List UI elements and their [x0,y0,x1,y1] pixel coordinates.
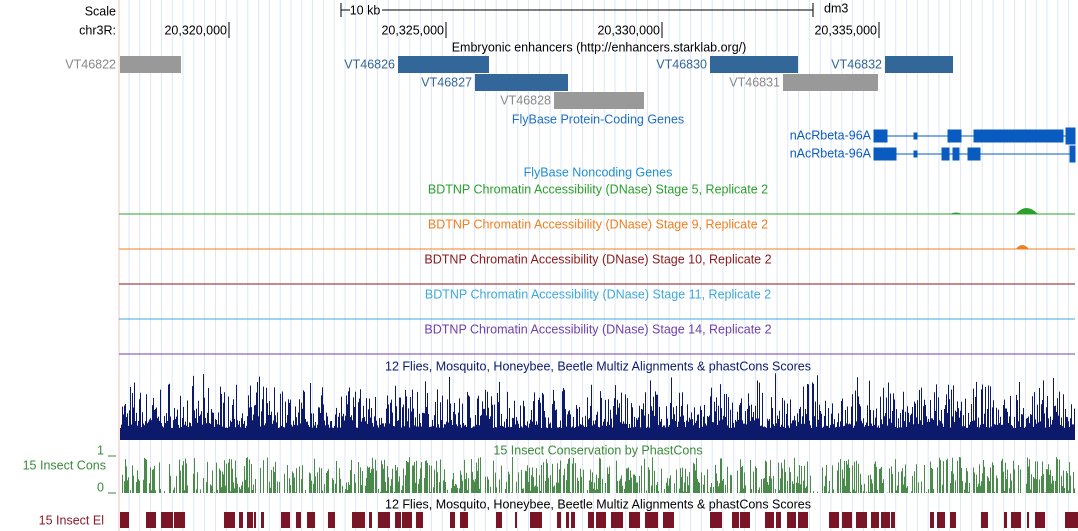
track-label: 15 Insect Cons [23,458,106,472]
signal-peak [950,208,1038,214]
track-title: Embryonic enhancers (http://enhancers.st… [452,40,747,54]
enhancer-label: VT46830 [656,57,707,71]
enhancer-label: VT46831 [729,75,780,89]
signal [122,457,1075,493]
track-title: 12 Flies, Mosquito, Honeybee, Beetle Mul… [385,359,811,373]
assembly: dm3 [824,1,848,15]
element-blocks [120,512,1078,528]
track-title: 15 Insect Conservation by PhastCons [493,443,702,457]
track-title: FlyBase Protein-Coding Genes [512,112,684,126]
enhancer-label: VT46822 [65,57,116,71]
track-title: BDTNP Chromatin Accessibility (DNase) St… [428,182,768,196]
tick-label: 20,335,000 [814,23,877,37]
axis-ticks [108,455,116,494]
scale-label: Scale [85,4,116,18]
signal-peak [1016,245,1029,249]
track-title: 12 Flies, Mosquito, Honeybee, Beetle Mul… [385,497,811,511]
grid [128,0,1070,531]
blocks [120,512,1078,528]
enhancer-label: VT46828 [500,93,551,107]
track-title: FlyBase Noncoding Genes [524,165,673,179]
track-title: BDTNP Chromatin Accessibility (DNase) St… [424,322,771,336]
track-title: BDTNP Chromatin Accessibility (DNase) St… [424,252,771,266]
gene-label: nAcRbeta-96A [790,146,872,160]
phastcons-signal [122,457,1075,493]
tick-label: 20,330,000 [597,23,660,37]
gene-models [873,127,1076,163]
multiz-signal [120,373,1075,440]
tick-label: 20,320,000 [164,23,227,37]
track-title: BDTNP Chromatin Accessibility (DNase) St… [428,217,768,231]
enhancer-label: VT46826 [344,57,395,71]
axis-max: 1 [97,443,104,457]
ruler-ticks [228,22,880,38]
track-label: 15 Insect El [39,513,104,527]
track-title: BDTNP Chromatin Accessibility (DNase) St… [425,287,771,301]
chrom-label: chr3R: [79,23,116,37]
enhancer-label: VT46827 [421,75,472,89]
enhancer-label: VT46832 [831,57,882,71]
tick-label: 20,325,000 [381,23,444,37]
scale-text: 10 kb [350,3,381,17]
enhancer-items: VT46822 VT46826 VT46827 VT46828 VT46830 … [65,56,953,109]
scale-bar [340,3,814,17]
signal [120,373,1075,440]
axis-min: 0 [97,480,104,494]
gene-label: nAcRbeta-96A [790,128,872,142]
